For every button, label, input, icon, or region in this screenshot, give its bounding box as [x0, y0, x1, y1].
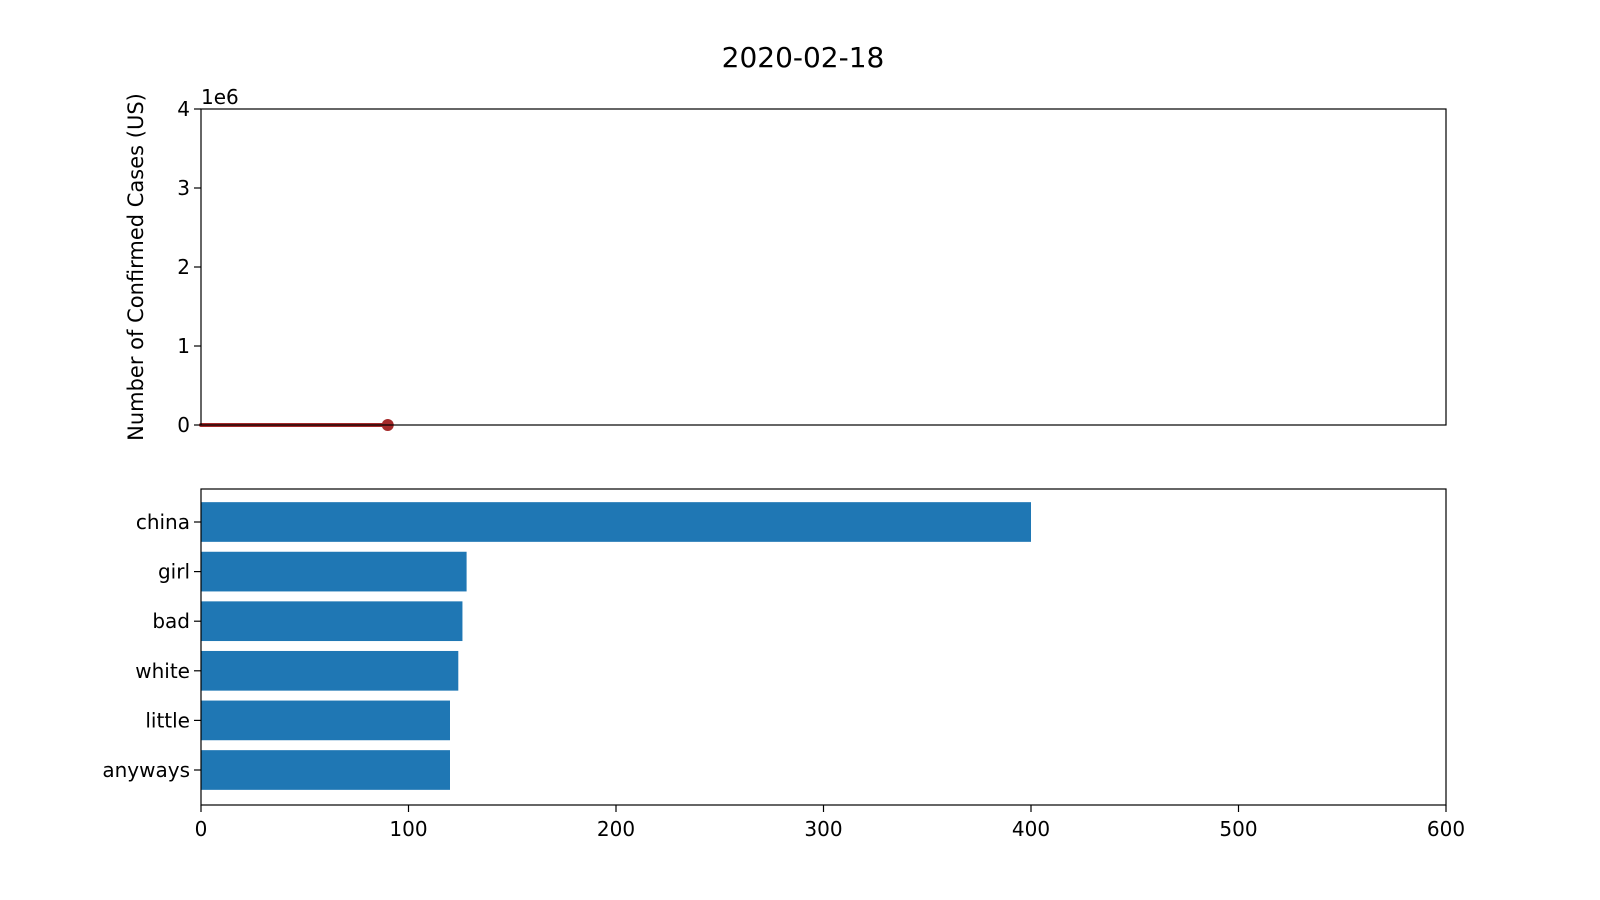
- bar-chart-category-ticks: china girl bad white little anyways: [102, 510, 201, 782]
- bar-girl: [201, 551, 467, 592]
- y-axis-label: Number of Confirmed Cases (US): [124, 93, 148, 441]
- category-label-china: china: [136, 510, 190, 534]
- x-tick-label: 100: [389, 817, 427, 841]
- bar-bad: [201, 601, 463, 642]
- y-tick-label: 3: [177, 176, 190, 200]
- category-label-bad: bad: [152, 609, 190, 633]
- x-tick-label: 300: [804, 817, 842, 841]
- x-tick-label: 0: [195, 817, 208, 841]
- category-label-white: white: [135, 659, 190, 683]
- y-tick-label: 2: [177, 255, 190, 279]
- category-label-anyways: anyways: [102, 758, 190, 782]
- figure-title: 2020-02-18: [722, 41, 885, 74]
- line-chart-frame: [200, 108, 1447, 426]
- bar-chart-x-ticks: 0 100 200 300 400 500 600: [195, 805, 1465, 841]
- category-label-little: little: [145, 708, 190, 732]
- line-chart: 0 1 2 3 4 1e6 Number of Confirmed Cases (US): [124, 85, 1447, 441]
- bar-chart-bars: [201, 502, 1031, 790]
- y-tick-label: 4: [177, 97, 190, 121]
- bar-little: [201, 700, 450, 741]
- x-tick-label: 400: [1012, 817, 1050, 841]
- line-chart-y-ticks: 0 1 2 3 4: [177, 97, 201, 437]
- y-offset-label: 1e6: [201, 85, 239, 109]
- bar-white: [201, 650, 459, 691]
- bar-anyways: [201, 750, 450, 790]
- category-label-girl: girl: [158, 560, 190, 584]
- x-tick-label: 600: [1427, 817, 1465, 841]
- x-tick-label: 200: [597, 817, 635, 841]
- x-tick-label: 500: [1219, 817, 1257, 841]
- bar-chart: china girl bad white little anyways 0 100 200 30…: [102, 488, 1465, 841]
- y-tick-label: 1: [177, 334, 190, 358]
- y-tick-label: 0: [177, 413, 190, 437]
- bar-china: [201, 502, 1031, 542]
